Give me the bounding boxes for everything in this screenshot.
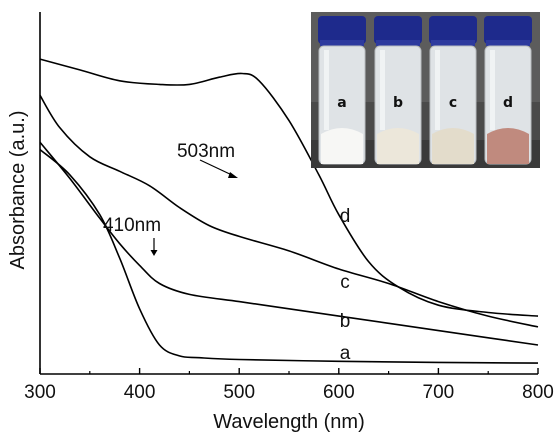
series-line-b: [39, 141, 539, 346]
vial-cap: [484, 16, 532, 44]
x-tick-label-500: 500: [223, 382, 255, 403]
vial-c: c: [429, 16, 477, 165]
annotation-503-label: 503nm: [177, 141, 235, 162]
vial-d: d: [484, 16, 532, 165]
vial-cap: [429, 16, 477, 44]
vial-cap-ring: [431, 40, 475, 46]
series-label-d: d: [340, 206, 351, 227]
vial-highlight: [435, 50, 440, 130]
series-line-a: [39, 148, 539, 364]
vial-powder: [321, 128, 363, 164]
vial-label-c: c: [449, 95, 457, 111]
vial-cap-ring: [486, 40, 530, 46]
vial-label-a: a: [337, 95, 346, 111]
vial-group: a b c d: [318, 16, 532, 165]
vial-powder: [377, 128, 419, 164]
x-tick-label-300: 300: [24, 382, 56, 403]
series-label-c: c: [340, 272, 350, 293]
vials-inset-photo: a b c d: [311, 12, 540, 168]
vial-cap: [374, 16, 422, 44]
annotation-503: 503nm: [177, 141, 238, 178]
annotation-410-label: 410nm: [103, 215, 161, 236]
vial-powder: [487, 128, 529, 164]
vial-cap: [318, 16, 366, 44]
x-tick-label-400: 400: [124, 382, 156, 403]
x-tick-label-700: 700: [423, 382, 455, 403]
series-line-c: [39, 94, 539, 328]
series-line-d: [39, 58, 539, 317]
x-tick-group: 300 400 500 600 700 800: [24, 368, 554, 403]
annotation-503-arrow: [199, 159, 235, 177]
x-tick-label-600: 600: [323, 382, 355, 403]
vial-a: a: [318, 16, 366, 165]
vial-highlight: [324, 50, 329, 130]
vial-b: b: [374, 16, 422, 165]
x-axis-label: Wavelength (nm): [213, 411, 365, 433]
vial-label-d: d: [503, 95, 513, 111]
annotation-410: 410nm: [103, 215, 161, 256]
x-tick-label-800: 800: [522, 382, 554, 403]
vial-cap-ring: [320, 40, 364, 46]
annotation-410-arrowhead: [150, 250, 158, 256]
series-label-a: a: [340, 343, 351, 364]
vial-powder: [432, 128, 474, 164]
vial-highlight: [380, 50, 385, 130]
vial-highlight: [490, 50, 495, 130]
y-axis-label: Absorbance (a.u.): [7, 111, 29, 270]
vial-label-b: b: [393, 95, 403, 111]
vial-cap-ring: [376, 40, 420, 46]
series-group: [39, 58, 539, 364]
series-label-b: b: [340, 311, 351, 332]
annotation-503-arrowhead: [228, 172, 238, 178]
